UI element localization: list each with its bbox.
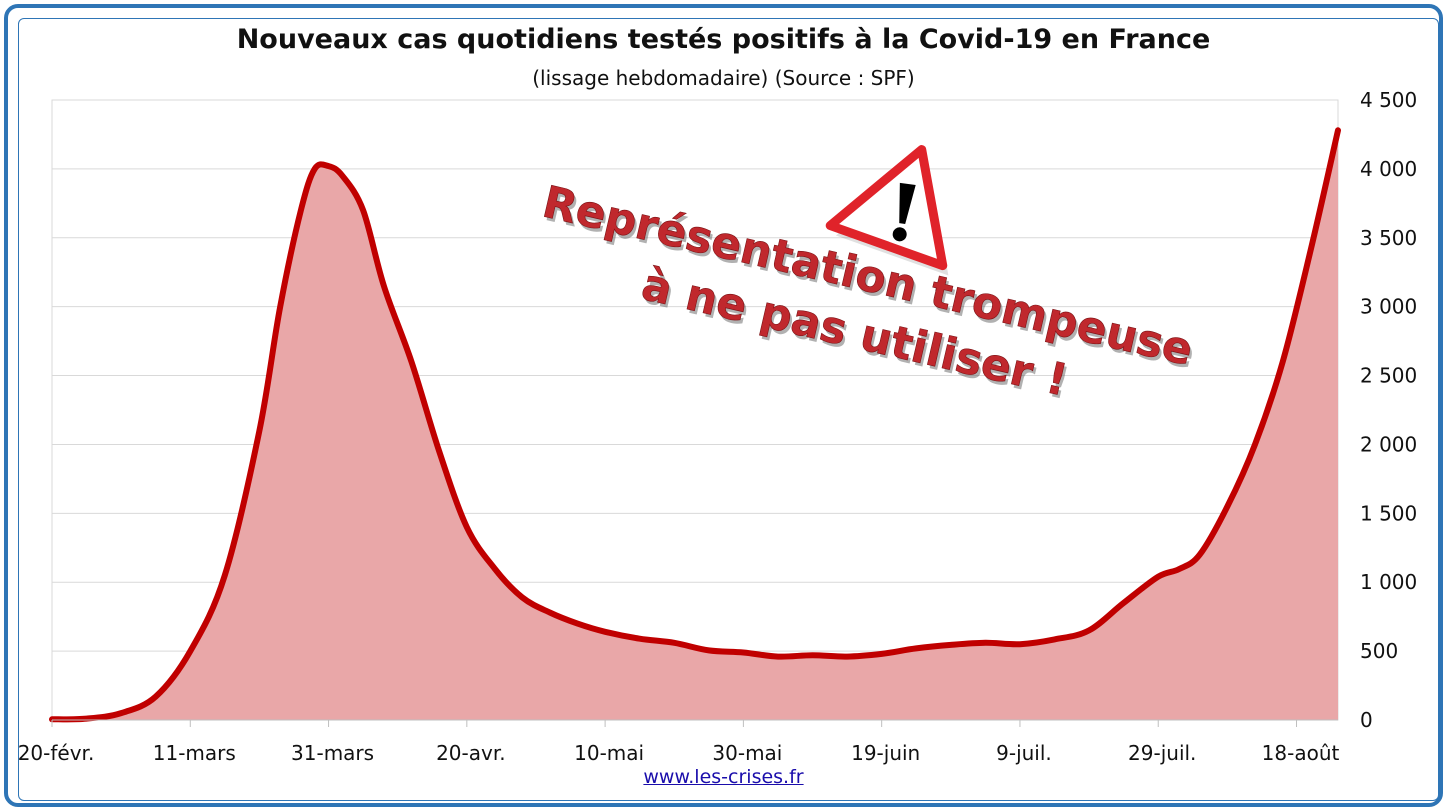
x-tick-label: 30-mai [712, 741, 782, 765]
x-tick-label: 29-juil. [1128, 741, 1196, 765]
x-tick-label: 20-févr. [18, 741, 95, 765]
y-tick-label: 4 000 [1360, 157, 1417, 181]
exclamation-dot [892, 227, 907, 242]
x-tick-label: 31-mars [291, 741, 374, 765]
x-tick-label: 9-juil. [996, 741, 1052, 765]
warning-icon [825, 145, 949, 276]
x-tick-label: 11-mars [153, 741, 236, 765]
x-tick-label: 20-avr. [436, 741, 506, 765]
chart-subtitle: (lissage hebdomadaire) (Source : SPF) [532, 66, 915, 90]
y-tick-label: 4 500 [1360, 88, 1417, 112]
y-axis: 0 500 1 000 1 500 2 000 2 500 3 000 3 500 4 000 4… [1360, 88, 1417, 732]
y-tick-label: 2 000 [1360, 432, 1417, 456]
y-tick-label: 500 [1360, 639, 1398, 663]
x-tick-label: 10-mai [574, 741, 644, 765]
y-tick-label: 3 500 [1360, 226, 1417, 250]
x-tick-label: 18-août [1262, 741, 1340, 765]
warning-triangle [825, 145, 948, 271]
plot-area [49, 127, 1341, 723]
series-line [49, 127, 1341, 723]
y-tick-label: 2 500 [1360, 364, 1417, 388]
y-tick-label: 1 500 [1360, 501, 1417, 525]
chart-title: Nouveaux cas quotidiens testés positifs … [236, 24, 1211, 55]
y-tick-label: 0 [1360, 708, 1373, 732]
warning-sign [825, 145, 949, 276]
y-tick-label: 1 000 [1360, 570, 1417, 594]
source-link[interactable]: www.les-crises.fr [643, 766, 804, 788]
exclamation-bar [899, 182, 916, 224]
x-axis: 20-févr. 11-mars 31-mars 20-avr. 10-mai 30-ma… [18, 719, 1340, 765]
chart-frame-inner [18, 18, 1439, 801]
series-area [52, 130, 1338, 721]
x-tick-label: 19-juin [851, 741, 920, 765]
y-tick-label: 3 000 [1360, 295, 1417, 319]
